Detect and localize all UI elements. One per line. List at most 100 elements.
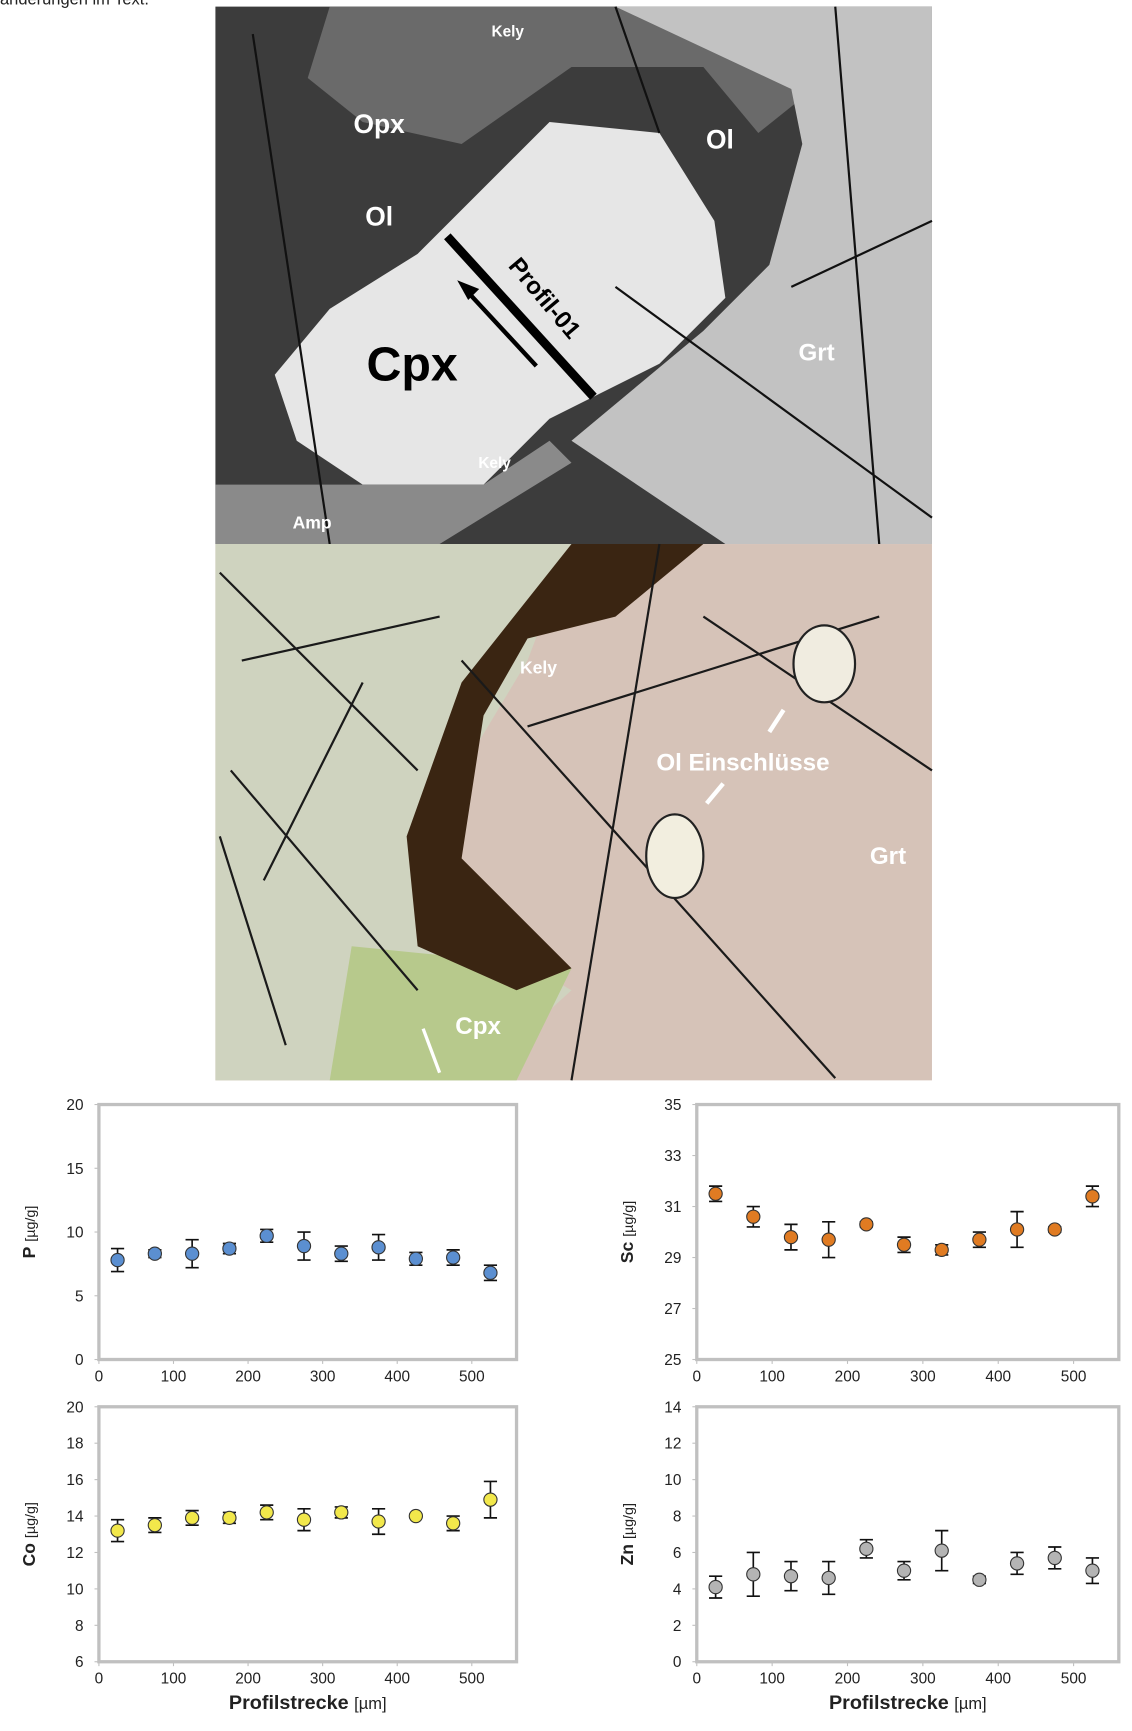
data-point xyxy=(148,1519,161,1532)
photo-label: Cpx xyxy=(366,337,457,391)
data-point xyxy=(1048,1223,1061,1236)
data-point xyxy=(822,1571,835,1584)
header-text: änderungen im Text. xyxy=(0,0,149,8)
x-tick-label: 500 xyxy=(1061,1671,1087,1688)
y-tick-label: 2 xyxy=(673,1618,682,1635)
data-point xyxy=(186,1247,199,1260)
x-axis-label: Profilstrecke [µm] xyxy=(229,1692,387,1714)
photo-label: Kely xyxy=(520,658,557,678)
x-tick-label: 300 xyxy=(310,1671,336,1688)
y-label-name: P xyxy=(19,1246,39,1258)
data-point xyxy=(186,1511,199,1524)
data-point xyxy=(260,1506,273,1519)
y-label-unit: [µg/g] xyxy=(23,1502,39,1538)
data-point xyxy=(260,1229,273,1242)
figure: änderungen im Text. Kely Opx Ol Ol Profi… xyxy=(0,0,1132,1731)
data-point xyxy=(1010,1223,1023,1236)
data-point xyxy=(973,1233,986,1246)
y-label-name: Co xyxy=(19,1543,39,1567)
data-point xyxy=(973,1573,986,1586)
x-tick-label: 300 xyxy=(910,1368,936,1385)
data-point xyxy=(822,1233,835,1246)
data-point xyxy=(709,1580,722,1593)
x-label-name: Profilstrecke xyxy=(229,1692,349,1714)
data-point xyxy=(935,1544,948,1557)
x-tick-label: 200 xyxy=(235,1671,261,1688)
x-tick-label: 200 xyxy=(835,1671,861,1688)
data-point xyxy=(860,1542,873,1555)
y-tick-label: 20 xyxy=(66,1399,83,1416)
y-tick-label: 8 xyxy=(673,1509,682,1526)
data-point xyxy=(484,1266,497,1279)
light-image: Kely Ol Einschlüsse Grt Cpx xyxy=(215,544,932,1080)
data-point xyxy=(409,1252,422,1265)
data-point xyxy=(1010,1557,1023,1570)
y-axis-label: Zn [µg/g] xyxy=(617,1503,637,1565)
y-label-unit: [µg/g] xyxy=(621,1201,637,1237)
x-tick-label: 0 xyxy=(693,1671,702,1688)
y-tick-label: 33 xyxy=(664,1148,681,1165)
data-point xyxy=(935,1243,948,1256)
data-point xyxy=(784,1231,797,1244)
photo-label: Ol xyxy=(365,201,393,231)
x-tick-label: 200 xyxy=(235,1368,261,1385)
y-label-name: Sc xyxy=(617,1241,637,1263)
x-label-unit: [µm] xyxy=(354,1695,386,1713)
photo-label: Ol Einschlüsse xyxy=(656,749,829,776)
y-tick-label: 12 xyxy=(66,1545,83,1562)
x-tick-label: 100 xyxy=(759,1671,785,1688)
y-axis-label: Sc [µg/g] xyxy=(617,1201,637,1263)
plot-frame xyxy=(99,1407,517,1662)
y-tick-label: 14 xyxy=(66,1509,84,1526)
photo-label: Cpx xyxy=(455,1013,501,1040)
x-axis-label: Profilstrecke [µm] xyxy=(829,1692,987,1714)
y-axis-label: P [µg/g] xyxy=(19,1206,39,1259)
x-tick-label: 500 xyxy=(459,1368,485,1385)
y-tick-label: 10 xyxy=(66,1225,83,1242)
photo-label: Ol xyxy=(706,124,734,154)
y-tick-label: 14 xyxy=(664,1399,682,1416)
photo-label: Opx xyxy=(354,109,406,139)
data-point xyxy=(484,1493,497,1506)
data-point xyxy=(860,1218,873,1231)
x-tick-label: 0 xyxy=(95,1671,104,1688)
data-point xyxy=(111,1253,124,1266)
data-point xyxy=(297,1239,310,1252)
x-tick-label: 400 xyxy=(384,1368,410,1385)
data-point xyxy=(747,1210,760,1223)
data-point xyxy=(784,1570,797,1583)
y-axis-label: Co [µg/g] xyxy=(19,1502,39,1566)
chart: 024681012140100200300400500Zn [µg/g]Prof… xyxy=(617,1399,1119,1714)
x-tick-label: 400 xyxy=(985,1368,1011,1385)
photo-label: Amp xyxy=(293,513,332,533)
data-point xyxy=(372,1515,385,1528)
data-point xyxy=(709,1187,722,1200)
y-tick-label: 29 xyxy=(664,1250,681,1267)
data-point xyxy=(747,1568,760,1581)
data-point xyxy=(223,1511,236,1524)
x-tick-label: 100 xyxy=(759,1368,785,1385)
photo-label: Grt xyxy=(870,843,906,870)
y-label-name: Zn xyxy=(617,1544,637,1565)
data-point xyxy=(335,1506,348,1519)
data-point xyxy=(372,1241,385,1254)
data-point xyxy=(1086,1564,1099,1577)
y-tick-label: 25 xyxy=(664,1352,681,1369)
x-label-name: Profilstrecke xyxy=(829,1692,949,1714)
y-tick-label: 20 xyxy=(66,1097,83,1114)
x-tick-label: 0 xyxy=(95,1368,104,1385)
x-tick-label: 300 xyxy=(310,1368,336,1385)
y-tick-label: 15 xyxy=(66,1161,83,1178)
data-point xyxy=(111,1524,124,1537)
x-tick-label: 100 xyxy=(161,1368,187,1385)
photo-label: Kely xyxy=(492,23,525,40)
data-point xyxy=(897,1564,910,1577)
y-tick-label: 6 xyxy=(75,1654,84,1671)
x-tick-label: 500 xyxy=(1061,1368,1087,1385)
x-tick-label: 0 xyxy=(693,1368,702,1385)
y-tick-label: 16 xyxy=(66,1472,83,1489)
data-point xyxy=(223,1242,236,1255)
